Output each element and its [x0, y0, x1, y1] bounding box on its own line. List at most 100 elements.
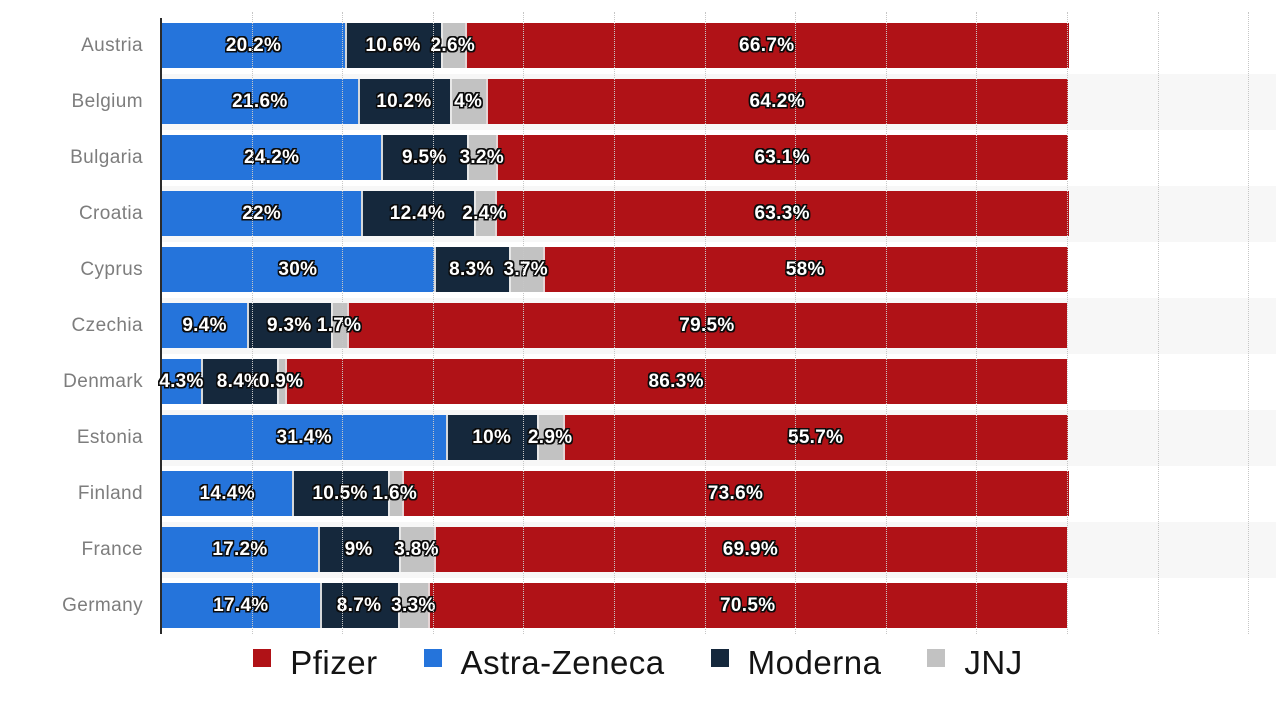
segment-value-label: 10%	[472, 426, 512, 448]
bar-segment-astra-zeneca[interactable]: 24.2%	[162, 135, 382, 180]
segment-value-label: 86.3%	[648, 370, 704, 392]
segment-value-label: 2.6%	[430, 34, 476, 56]
segment-value-label: 14.4%	[199, 482, 255, 504]
segment-value-label: 9.3%	[267, 314, 312, 336]
bar-segment-pfizer[interactable]: 63.1%	[496, 135, 1068, 180]
stacked-bar: 20.2% 10.6% 2.6% 66.7%	[162, 23, 1069, 68]
category-label: Bulgaria	[70, 147, 143, 168]
segment-value-label: 21.6%	[232, 90, 288, 112]
bar-segment-moderna[interactable]: 8.3%	[433, 247, 509, 292]
stacked-bar: 14.4% 10.5% 1.6% 73.6%	[162, 471, 1069, 516]
legend-item-astra-zeneca[interactable]: Astra-Zeneca	[423, 644, 665, 682]
bar-segment-moderna[interactable]: 9%	[317, 527, 400, 572]
bar-segment-astra-zeneca[interactable]: 30%	[162, 247, 434, 292]
bar-segment-moderna[interactable]: 12.4%	[361, 191, 474, 236]
stacked-bar: 30% 8.3% 3.7% 58%	[162, 247, 1068, 292]
category-label: Denmark	[63, 371, 143, 392]
bar-segment-moderna[interactable]: 10.5%	[292, 471, 388, 516]
segment-value-label: 9.5%	[402, 146, 447, 168]
bar-segment-moderna[interactable]: 9.3%	[247, 303, 332, 348]
bar-segment-jnj[interactable]: 1.6%	[373, 471, 417, 516]
bar-segment-astra-zeneca[interactable]: 17.2%	[162, 527, 318, 572]
bar-row: Denmark 4.3% 8.4% 0.9% 86.3%	[0, 354, 1276, 410]
category-label: Germany	[62, 595, 143, 616]
bar-segment-pfizer[interactable]: 73.6%	[402, 471, 1069, 516]
bar-segment-astra-zeneca[interactable]: 31.4%	[162, 415, 447, 460]
bar-segment-pfizer[interactable]: 64.2%	[486, 79, 1068, 124]
segment-value-label: 17.2%	[212, 538, 268, 560]
segment-value-label: 69.9%	[722, 538, 779, 560]
bar-segment-pfizer[interactable]: 63.3%	[495, 191, 1069, 236]
row-plot: 17.4% 8.7% 3.3% 70.5%	[160, 578, 1276, 634]
bar-segment-moderna[interactable]: 8.4%	[200, 359, 278, 404]
legend-label: Pfizer	[290, 644, 378, 681]
segment-value-label: 20.2%	[225, 34, 282, 56]
row-plot: 21.6% 10.2% 4% 64.2%	[160, 74, 1276, 130]
bar-segment-jnj[interactable]: 3.8%	[394, 527, 439, 572]
legend-swatch-moderna	[710, 649, 729, 667]
segment-value-label: 9%	[344, 538, 373, 560]
legend-item-moderna[interactable]: Moderna	[710, 644, 882, 682]
bar-segment-moderna[interactable]: 8.7%	[319, 583, 399, 628]
bar-row: France 17.2% 9% 3.8% 69.9%	[0, 522, 1276, 578]
bar-segment-jnj[interactable]: 3.7%	[503, 247, 548, 292]
bar-segment-jnj[interactable]: 2.9%	[528, 415, 572, 460]
bar-segment-moderna[interactable]: 9.5%	[381, 135, 468, 180]
bar-segment-astra-zeneca[interactable]: 22%	[162, 191, 362, 236]
segment-value-label: 22%	[242, 202, 282, 224]
bar-row: Czechia 9.4% 9.3% 1.7% 79.5%	[0, 298, 1276, 354]
bar-row: Belgium 21.6% 10.2% 4% 64.2%	[0, 74, 1276, 130]
segment-value-label: 10.6%	[365, 34, 421, 56]
bar-segment-astra-zeneca[interactable]: 4.3%	[159, 359, 203, 404]
bar-segment-moderna[interactable]: 10.2%	[357, 79, 451, 124]
bar-row: Austria 20.2% 10.6% 2.6% 66.7%	[0, 18, 1276, 74]
bar-row: Estonia 31.4% 10% 2.9% 55.7%	[0, 410, 1276, 466]
segment-value-label: 1.7%	[316, 314, 362, 336]
bar-segment-pfizer[interactable]: 55.7%	[563, 415, 1068, 460]
bar-segment-moderna[interactable]: 10%	[446, 415, 538, 460]
bar-segment-astra-zeneca[interactable]: 14.4%	[162, 471, 293, 516]
stacked-bar: 4.3% 8.4% 0.9% 86.3%	[159, 359, 1068, 404]
row-plot: 9.4% 9.3% 1.7% 79.5%	[160, 298, 1276, 354]
bar-segment-astra-zeneca[interactable]: 21.6%	[162, 79, 358, 124]
bar-segment-jnj[interactable]: 2.4%	[462, 191, 506, 236]
bar-row: Bulgaria 24.2% 9.5% 3.2% 63.1%	[0, 130, 1276, 186]
legend-item-jnj[interactable]: JNJ	[927, 644, 1022, 682]
bar-rows-container: Austria 20.2% 10.6% 2.6% 66.7% Belgium 21.6% 10…	[0, 18, 1276, 634]
segment-value-label: 79.5%	[679, 314, 735, 336]
bar-segment-astra-zeneca[interactable]: 9.4%	[162, 303, 248, 348]
stacked-bar: 17.4% 8.7% 3.3% 70.5%	[162, 583, 1068, 628]
bar-segment-pfizer[interactable]: 70.5%	[428, 583, 1068, 628]
category-label: Austria	[81, 35, 143, 56]
category-label: Cyprus	[80, 259, 143, 280]
bar-segment-pfizer[interactable]: 69.9%	[433, 527, 1068, 572]
chart-legend: Pfizer Astra-Zeneca Moderna JNJ	[0, 644, 1276, 682]
bar-segment-jnj[interactable]: 2.6%	[431, 23, 475, 68]
legend-label: Astra-Zeneca	[460, 644, 665, 681]
legend-item-pfizer[interactable]: Pfizer	[253, 644, 377, 682]
bar-segment-jnj[interactable]: 4%	[450, 79, 487, 124]
bar-segment-astra-zeneca[interactable]: 20.2%	[162, 23, 345, 68]
bar-segment-jnj[interactable]: 0.9%	[259, 359, 303, 404]
bar-segment-jnj[interactable]: 1.7%	[317, 303, 361, 348]
row-plot: 30% 8.3% 3.7% 58%	[160, 242, 1276, 298]
bar-segment-pfizer[interactable]: 86.3%	[285, 359, 1068, 404]
segment-value-label: 4%	[454, 90, 483, 112]
bar-segment-pfizer[interactable]: 58%	[542, 247, 1068, 292]
segment-value-label: 8.3%	[449, 258, 494, 280]
bar-segment-jnj[interactable]: 3.2%	[460, 135, 504, 180]
bar-segment-moderna[interactable]: 10.6%	[345, 23, 442, 68]
segment-value-label: 12.4%	[389, 202, 446, 224]
row-plot: 14.4% 10.5% 1.6% 73.6%	[160, 466, 1276, 522]
bar-segment-pfizer[interactable]: 66.7%	[464, 23, 1069, 68]
segment-value-label: 58%	[785, 258, 825, 280]
segment-value-label: 66.7%	[739, 34, 795, 56]
stacked-bar: 31.4% 10% 2.9% 55.7%	[162, 415, 1068, 460]
segment-value-label: 64.2%	[749, 90, 805, 112]
bar-segment-pfizer[interactable]: 79.5%	[346, 303, 1068, 348]
chart-plot-area: Austria 20.2% 10.6% 2.6% 66.7% Belgium 21.6% 10…	[0, 12, 1276, 634]
bar-segment-jnj[interactable]: 3.3%	[391, 583, 435, 628]
segment-value-label: 3.8%	[394, 538, 439, 560]
bar-segment-astra-zeneca[interactable]: 17.4%	[162, 583, 320, 628]
